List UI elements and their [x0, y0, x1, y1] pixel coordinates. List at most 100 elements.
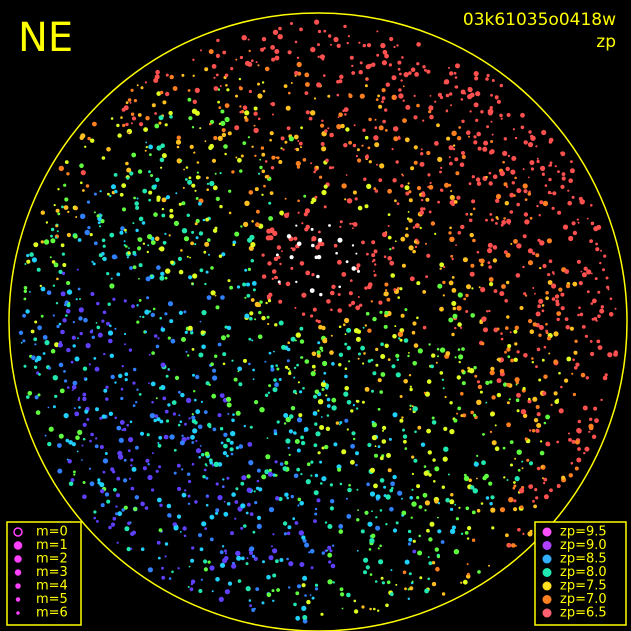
star	[541, 172, 545, 176]
star	[286, 234, 292, 239]
star	[267, 261, 272, 266]
star	[290, 494, 294, 499]
star	[84, 145, 87, 148]
star	[458, 126, 462, 129]
star	[402, 330, 404, 333]
star	[373, 483, 378, 489]
star	[265, 454, 271, 460]
star	[543, 374, 548, 379]
star	[480, 341, 485, 346]
star	[338, 363, 342, 367]
star	[62, 263, 67, 267]
star	[408, 352, 410, 354]
star	[228, 211, 232, 215]
star	[577, 221, 580, 224]
star	[510, 242, 513, 245]
star	[134, 495, 139, 500]
star	[158, 435, 163, 440]
star	[195, 175, 200, 180]
star	[238, 444, 244, 449]
star	[568, 438, 572, 442]
star	[554, 294, 560, 299]
star	[556, 440, 560, 444]
star	[76, 450, 79, 453]
star	[405, 227, 409, 231]
star	[363, 557, 369, 563]
star	[410, 516, 413, 519]
star	[428, 184, 434, 190]
star	[387, 468, 392, 473]
star	[501, 284, 506, 289]
star	[73, 407, 76, 410]
star	[323, 184, 328, 189]
star	[384, 108, 388, 112]
star	[59, 388, 65, 394]
star	[116, 541, 119, 544]
star	[471, 199, 476, 204]
star	[513, 357, 518, 362]
star	[367, 521, 373, 527]
star	[301, 292, 307, 298]
star	[184, 330, 188, 334]
star	[257, 117, 261, 121]
star	[37, 393, 41, 397]
star	[161, 575, 166, 580]
star	[132, 265, 137, 270]
star	[212, 375, 218, 381]
star	[366, 183, 372, 189]
star	[44, 340, 50, 346]
star	[586, 217, 589, 220]
star	[124, 343, 126, 346]
star	[362, 43, 366, 48]
star	[261, 37, 267, 42]
star	[300, 435, 304, 440]
star	[100, 503, 105, 508]
star	[435, 361, 438, 364]
star	[553, 391, 558, 396]
star	[408, 190, 412, 194]
star	[531, 251, 536, 256]
star	[595, 242, 598, 246]
star	[330, 308, 333, 312]
star	[529, 160, 535, 166]
star	[272, 599, 275, 602]
star	[301, 312, 306, 316]
star	[149, 310, 152, 313]
star	[226, 396, 232, 402]
star	[471, 175, 475, 179]
star	[458, 360, 461, 364]
star	[448, 231, 452, 235]
star	[288, 561, 294, 567]
star	[138, 299, 142, 302]
star	[288, 586, 291, 589]
star	[408, 572, 412, 576]
star	[183, 310, 187, 314]
star	[499, 507, 506, 513]
star	[34, 343, 37, 346]
star	[278, 378, 282, 381]
star	[449, 401, 453, 405]
star	[409, 387, 413, 392]
star	[533, 504, 537, 509]
star	[249, 425, 253, 429]
star	[411, 501, 417, 507]
star	[428, 561, 433, 566]
star	[139, 122, 144, 127]
star	[232, 240, 237, 245]
star	[53, 204, 56, 207]
star	[92, 262, 96, 266]
star	[295, 332, 301, 338]
zp-legend-label: zp=9.0	[560, 538, 607, 553]
star	[535, 405, 540, 409]
star	[48, 366, 52, 370]
star	[94, 366, 100, 372]
star	[209, 122, 212, 126]
star	[220, 441, 224, 445]
star	[457, 231, 462, 235]
star	[355, 252, 358, 255]
star	[495, 222, 498, 225]
star	[538, 378, 542, 382]
star	[202, 218, 206, 222]
star	[165, 73, 169, 77]
star	[287, 525, 292, 530]
